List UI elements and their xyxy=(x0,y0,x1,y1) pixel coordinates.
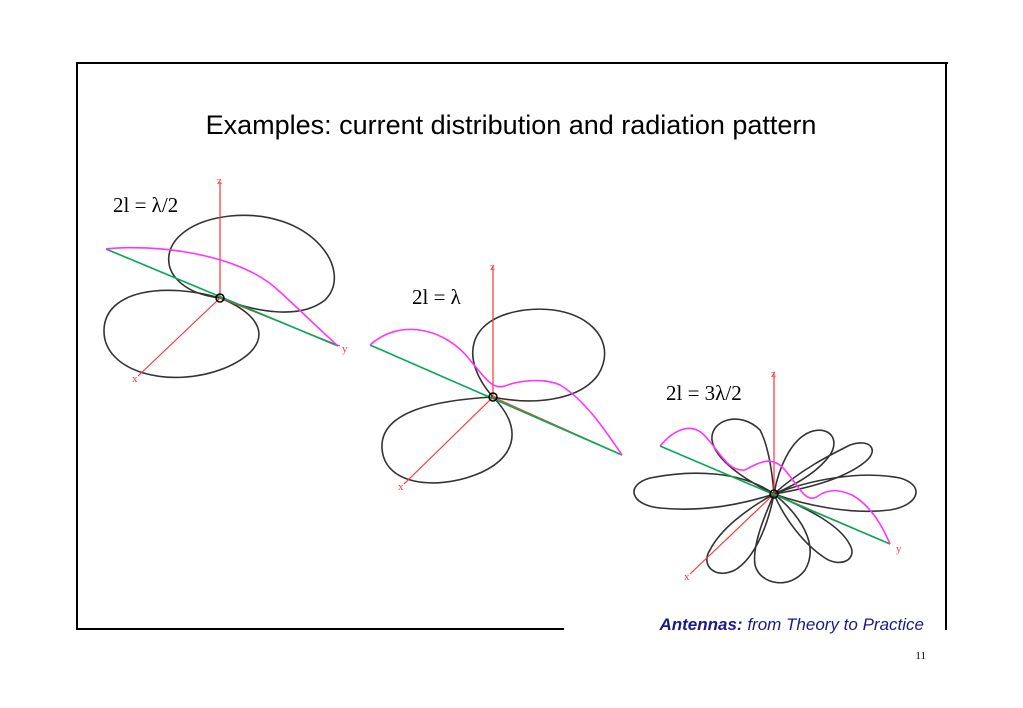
footer-brand: Antennas: xyxy=(659,615,743,634)
dipole-wire xyxy=(659,445,891,545)
slide-frame-right xyxy=(945,62,947,630)
footer-subtitle: from Theory to Practice xyxy=(747,615,924,634)
label-three-half-wave: 2l = 3λ/2 xyxy=(666,381,742,405)
pattern-lobes xyxy=(633,418,917,584)
pattern-lobe-upper xyxy=(167,214,336,313)
slide-title: Examples: current distribution and radia… xyxy=(205,110,817,140)
slide-frame-bottom xyxy=(76,628,564,630)
z-axis-tick: z xyxy=(771,368,776,380)
dipole-wire xyxy=(105,248,339,347)
current-distribution xyxy=(105,246,339,347)
z-axis-tick: z xyxy=(490,261,495,273)
y-axis-tick: y xyxy=(342,343,348,355)
x-axis-tick: x xyxy=(684,571,690,583)
current-distribution xyxy=(659,427,891,545)
label-full-wave: 2l = λ xyxy=(412,285,461,309)
y-axis-tick: y xyxy=(896,543,902,555)
pattern-lobe-upper xyxy=(471,308,606,402)
x-axis-tick: x xyxy=(132,373,138,385)
current-distribution xyxy=(369,328,623,456)
z-axis-tick: z xyxy=(217,175,222,187)
x-axis xyxy=(403,396,494,485)
feed-point xyxy=(769,489,779,499)
slide-frame-top xyxy=(76,62,948,64)
feed-point xyxy=(488,392,498,402)
diagram-half-wave: z x y xyxy=(103,175,348,385)
x-axis xyxy=(689,493,775,575)
x-axis xyxy=(137,297,221,377)
page-number: 11 xyxy=(915,650,926,662)
x-axis-tick: x xyxy=(398,481,404,493)
label-half-wave: 2l = λ/2 xyxy=(113,193,179,217)
footer: Antennas: from Theory to Practice xyxy=(570,615,924,635)
pattern-lobe-lower xyxy=(381,396,513,484)
slide-frame-left xyxy=(76,62,78,630)
feed-point xyxy=(215,293,225,303)
diagram-full-wave: z x xyxy=(369,261,623,493)
pattern-lobe-lower xyxy=(103,289,260,379)
diagram-three-half-wave: z x y xyxy=(633,368,917,584)
